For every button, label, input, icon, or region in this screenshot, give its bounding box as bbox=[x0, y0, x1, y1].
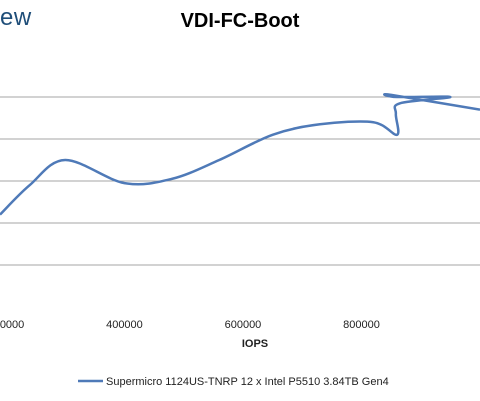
chart-title: VDI-FC-Boot bbox=[180, 10, 300, 32]
legend-series-label: Supermicro 1124US-TNRP 12 x Intel P5510 … bbox=[106, 376, 389, 388]
series-layer bbox=[0, 93, 480, 216]
x-axis-label: IOPS bbox=[242, 338, 268, 350]
series-line-0 bbox=[0, 93, 480, 216]
legend: Supermicro 1124US-TNRP 12 x Intel P5510 … bbox=[78, 376, 389, 388]
x-tick-label-2: 600000 bbox=[225, 319, 262, 331]
grid-lines bbox=[0, 96, 480, 266]
x-tick-label-1: 400000 bbox=[106, 319, 143, 331]
x-tick-labels: 200000 400000 600000 800000 bbox=[0, 319, 380, 331]
x-tick-label-0: 200000 bbox=[0, 319, 24, 331]
brand-logo-text: ew bbox=[0, 4, 32, 31]
x-tick-label-3: 800000 bbox=[343, 319, 380, 331]
